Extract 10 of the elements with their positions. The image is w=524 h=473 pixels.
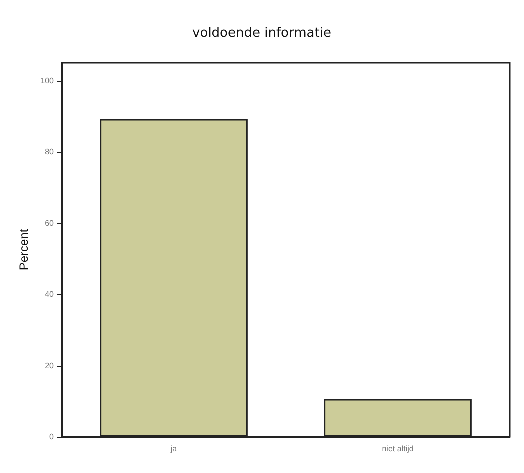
y-tick-label: 80	[45, 148, 55, 157]
y-tick-label: 0	[50, 432, 55, 442]
y-tick-label: 40	[45, 290, 55, 300]
y-tick-label: 60	[45, 218, 55, 228]
x-tick-label: niet altijd	[382, 444, 414, 454]
x-tick-label: ja	[170, 444, 178, 454]
chart-title: voldoende informatie	[192, 26, 332, 41]
y-axis-title: Percent	[16, 228, 31, 271]
y-tick-label: 100	[40, 76, 55, 86]
y-tick-label: 20	[45, 361, 55, 370]
